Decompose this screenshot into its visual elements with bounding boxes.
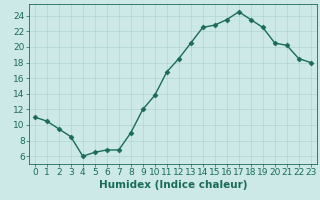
- X-axis label: Humidex (Indice chaleur): Humidex (Indice chaleur): [99, 180, 247, 190]
